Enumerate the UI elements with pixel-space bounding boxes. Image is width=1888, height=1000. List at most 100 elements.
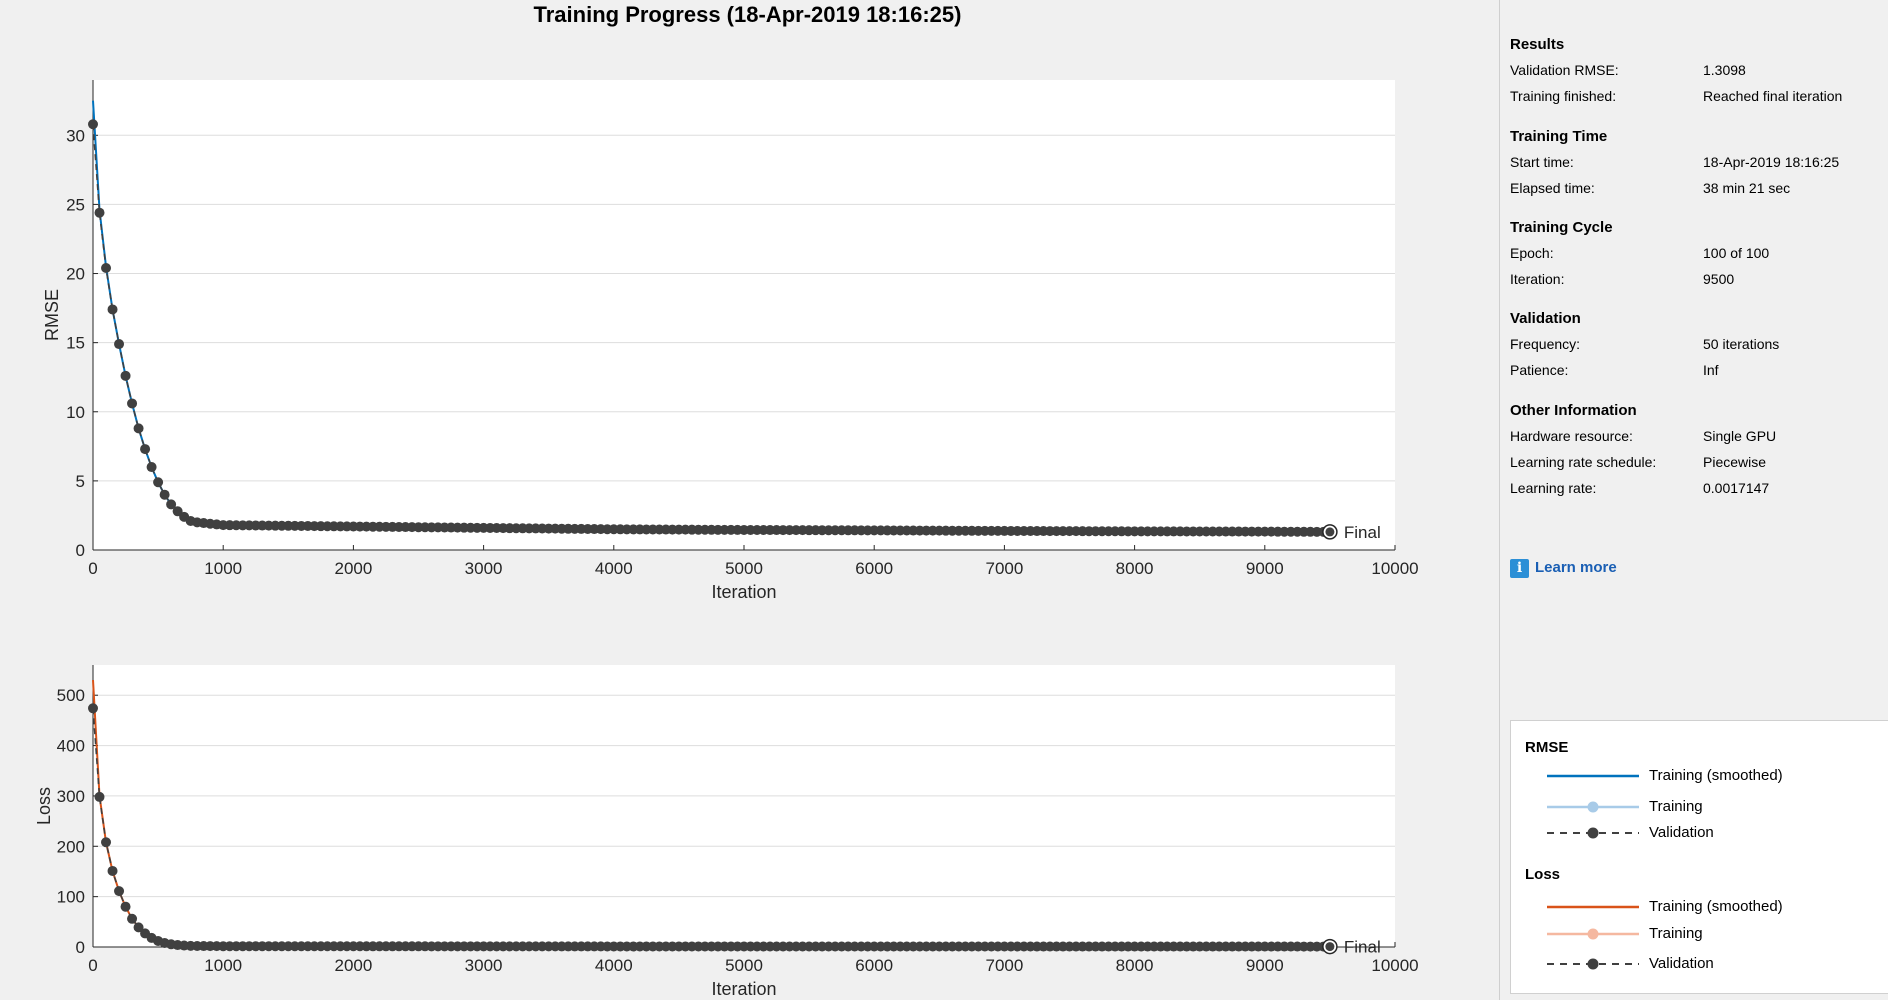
learning-rate-row: Learning rate: 0.0017147 — [1510, 475, 1880, 501]
legend-rmse-training: Training — [1545, 796, 1875, 818]
start-time-row: Start time: 18-Apr-2019 18:16:25 — [1510, 149, 1880, 175]
legend-label: Training — [1649, 925, 1703, 942]
validation-section: Validation Frequency: 50 iterations Pati… — [1510, 307, 1880, 383]
info-value: 100 of 100 — [1703, 245, 1770, 261]
x-tick-label: 3000 — [465, 559, 503, 578]
info-key: Patience: — [1510, 362, 1569, 378]
validation-point — [88, 119, 98, 130]
other-information-section: Other Information Hardware resource: Sin… — [1510, 399, 1880, 501]
info-value: 18-Apr-2019 18:16:25 — [1703, 154, 1840, 170]
y-tick-label: 10 — [66, 403, 85, 422]
y-tick-label: 0 — [76, 938, 85, 957]
plot-legend: RMSE Training (smoothed) Training Valida… — [1510, 720, 1888, 994]
legend-swatch-solid-blue — [1547, 774, 1639, 778]
x-tick-label: 9000 — [1246, 956, 1284, 975]
validation-point — [88, 703, 98, 714]
section-title: Training Time — [1510, 128, 1608, 145]
x-tick-label: 4000 — [595, 956, 633, 975]
training-info-panel: Results Validation RMSE: 1.3098 Training… — [1500, 0, 1888, 1000]
validation-point — [114, 339, 125, 350]
x-tick-label: 2000 — [334, 956, 372, 975]
x-axis-title: Iteration — [711, 582, 776, 602]
training-time-section: Training Time Start time: 18-Apr-2019 18… — [1510, 125, 1880, 201]
info-value: 50 iterations — [1703, 336, 1780, 352]
learn-more-label: Learn more — [1535, 559, 1617, 576]
final-point — [1325, 527, 1335, 537]
validation-point — [153, 477, 164, 488]
y-tick-label: 15 — [66, 334, 85, 353]
legend-loss-training: Training — [1545, 923, 1875, 945]
info-value: 9500 — [1703, 271, 1735, 287]
info-key: Learning rate: — [1510, 480, 1597, 496]
info-key: Validation RMSE: — [1510, 62, 1619, 78]
x-tick-label: 8000 — [1116, 559, 1154, 578]
info-key: Learning rate schedule: — [1510, 454, 1657, 470]
validation-point — [120, 370, 131, 381]
info-value: Single GPU — [1703, 428, 1777, 444]
patience-row: Patience: Inf — [1510, 357, 1880, 383]
iteration-row: Iteration: 9500 — [1510, 266, 1880, 292]
info-value: Reached final iteration — [1703, 88, 1843, 104]
validation-point — [120, 901, 131, 912]
x-tick-label: 9000 — [1246, 559, 1284, 578]
validation-point — [114, 886, 125, 897]
info-value: 1.3098 — [1703, 62, 1746, 78]
results-section: Results Validation RMSE: 1.3098 Training… — [1510, 33, 1880, 109]
y-axis-title: RMSE — [42, 289, 62, 341]
validation-point — [146, 462, 157, 473]
legend-swatch-validation — [1547, 827, 1639, 839]
y-tick-label: 100 — [57, 888, 85, 907]
legend-rmse-title: RMSE — [1525, 739, 1569, 756]
x-tick-label: 8000 — [1116, 956, 1154, 975]
legend-label: Validation — [1649, 824, 1714, 841]
section-title: Training Cycle — [1510, 219, 1613, 236]
training-finished-row: Training finished: Reached final iterati… — [1510, 83, 1880, 109]
x-tick-label: 10000 — [1371, 956, 1418, 975]
section-title: Other Information — [1510, 402, 1637, 419]
validation-point — [166, 499, 177, 510]
info-key: Iteration: — [1510, 271, 1565, 287]
x-tick-label: 6000 — [855, 559, 893, 578]
x-tick-label: 5000 — [725, 559, 763, 578]
x-tick-label: 10000 — [1371, 559, 1418, 578]
x-tick-label: 6000 — [855, 956, 893, 975]
legend-label: Validation — [1649, 955, 1714, 972]
x-tick-label: 2000 — [334, 559, 372, 578]
y-tick-label: 0 — [76, 541, 85, 560]
final-label: Final — [1344, 938, 1381, 957]
info-key: Training finished: — [1510, 88, 1617, 104]
info-key: Start time: — [1510, 154, 1574, 170]
legend-swatch-validation — [1547, 958, 1639, 970]
x-tick-label: 3000 — [465, 956, 503, 975]
info-key: Hardware resource: — [1510, 428, 1633, 444]
plot-area — [93, 665, 1395, 947]
y-tick-label: 200 — [57, 837, 85, 856]
y-tick-label: 30 — [66, 126, 85, 145]
legend-rmse-training-smoothed: Training (smoothed) — [1545, 765, 1875, 787]
validation-point — [94, 791, 105, 802]
x-tick-label: 7000 — [985, 956, 1023, 975]
x-tick-label: 1000 — [204, 559, 242, 578]
validation-point — [133, 922, 144, 933]
legend-swatch-light-blue — [1547, 801, 1639, 813]
info-key: Elapsed time: — [1510, 180, 1595, 196]
y-tick-label: 20 — [66, 265, 85, 284]
learn-more-link[interactable]: i Learn more — [1510, 557, 1617, 579]
epoch-row: Epoch: 100 of 100 — [1510, 240, 1880, 266]
validation-point — [133, 423, 144, 434]
legend-label: Training (smoothed) — [1649, 767, 1783, 784]
y-tick-label: 300 — [57, 787, 85, 806]
section-title: Results — [1510, 36, 1565, 53]
x-tick-label: 7000 — [985, 559, 1023, 578]
y-tick-label: 400 — [57, 737, 85, 756]
y-tick-label: 5 — [76, 472, 85, 491]
validation-point — [172, 506, 183, 517]
legend-label: Training (smoothed) — [1649, 898, 1783, 915]
y-tick-label: 25 — [66, 195, 85, 214]
training-cycle-section: Training Cycle Epoch: 100 of 100 Iterati… — [1510, 216, 1880, 292]
validation-point — [127, 398, 138, 409]
x-tick-label: 0 — [88, 559, 97, 578]
y-axis-title: Loss — [34, 787, 54, 825]
frequency-row: Frequency: 50 iterations — [1510, 331, 1880, 357]
